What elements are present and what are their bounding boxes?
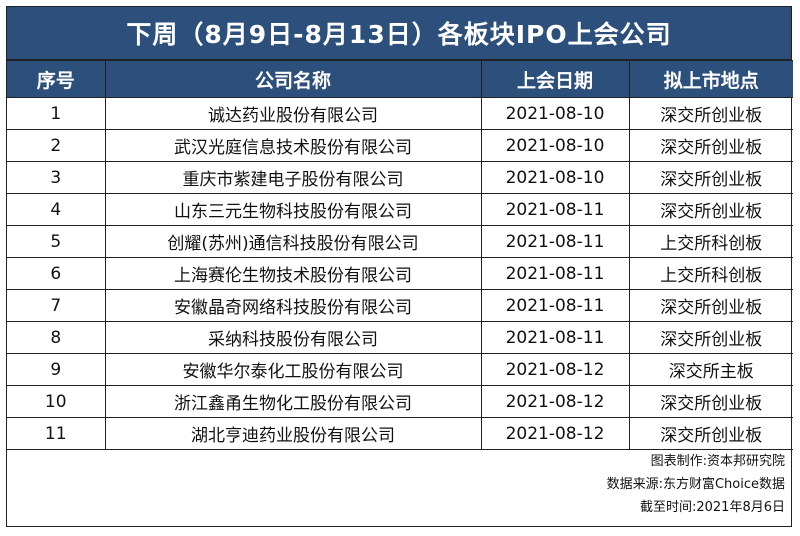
table-row: 9 安徽华尔泰化工股份有限公司 2021-08-12 深交所主板: [7, 353, 793, 386]
cell-market: 深交所创业板: [628, 129, 793, 162]
table-row: 5 创耀(苏州)通信科技股份有限公司 2021-08-11 上交所科创板: [7, 225, 793, 258]
table-row: 8 采纳科技股份有限公司 2021-08-11 深交所创业板: [7, 321, 793, 354]
cell-company: 浙江鑫甬生物化工股份有限公司: [104, 385, 482, 418]
column-header-market: 拟上市地点: [628, 60, 793, 98]
cell-date: 2021-08-11: [480, 321, 630, 354]
cell-market: 深交所创业板: [628, 417, 793, 450]
table-row: 3 重庆市紫建电子股份有限公司 2021-08-10 深交所创业板: [7, 161, 793, 194]
cell-company: 安徽华尔泰化工股份有限公司: [104, 353, 482, 386]
cell-index: 8: [7, 321, 106, 354]
table-row: 4 山东三元生物科技股份有限公司 2021-08-11 深交所创业板: [7, 193, 793, 226]
cell-date: 2021-08-12: [480, 385, 630, 418]
footer-cutoff: 截至时间:2021年8月6日: [639, 500, 785, 515]
cell-date: 2021-08-11: [480, 289, 630, 322]
column-header-company: 公司名称: [104, 60, 482, 98]
table-row: 1 诚达药业股份有限公司 2021-08-10 深交所创业板: [7, 97, 793, 130]
cell-date: 2021-08-11: [480, 257, 630, 290]
cell-index: 9: [7, 353, 106, 386]
column-header-index: 序号: [7, 60, 106, 98]
table-row: 11 湖北亨迪药业股份有限公司 2021-08-12 深交所创业板: [7, 417, 793, 450]
table-footer: 图表制作:资本邦研究院 数据来源:东方财富Choice数据 截至时间:2021年…: [7, 450, 791, 519]
cell-index: 7: [7, 289, 106, 322]
cell-market: 上交所科创板: [628, 257, 793, 290]
ipo-table: 序号 公司名称 上会日期 拟上市地点 1 诚达药业股份有限公司 2021-08-10…: [7, 60, 793, 450]
cell-company: 采纳科技股份有限公司: [104, 321, 482, 354]
cell-market: 深交所主板: [628, 353, 793, 386]
ipo-table-card: 下周（8月9日-8月13日）各板块IPO上会公司 序号 公司名称 上会日期 拟上…: [6, 6, 793, 527]
header-row: 序号 公司名称 上会日期 拟上市地点: [7, 60, 793, 98]
cell-market: 深交所创业板: [628, 97, 793, 130]
cell-date: 2021-08-10: [480, 97, 630, 130]
cell-company: 安徽晶奇网络科技股份有限公司: [104, 289, 482, 322]
cell-index: 4: [7, 193, 106, 226]
table-title: 下周（8月9日-8月13日）各板块IPO上会公司: [7, 7, 791, 60]
table-row: 2 武汉光庭信息技术股份有限公司 2021-08-10 深交所创业板: [7, 129, 793, 162]
table-row: 10 浙江鑫甬生物化工股份有限公司 2021-08-12 深交所创业板: [7, 385, 793, 418]
cell-company: 上海赛伦生物技术股份有限公司: [104, 257, 482, 290]
cell-company: 重庆市紫建电子股份有限公司: [104, 161, 482, 194]
cell-index: 5: [7, 225, 106, 258]
cell-market: 上交所科创板: [628, 225, 793, 258]
cell-market: 深交所创业板: [628, 289, 793, 322]
cell-company: 湖北亨迪药业股份有限公司: [104, 417, 482, 450]
cell-date: 2021-08-10: [480, 129, 630, 162]
cell-market: 深交所创业板: [628, 193, 793, 226]
column-header-date: 上会日期: [480, 60, 630, 98]
cell-company: 山东三元生物科技股份有限公司: [104, 193, 482, 226]
cell-index: 10: [7, 385, 106, 418]
cell-date: 2021-08-12: [480, 417, 630, 450]
cell-index: 11: [7, 417, 106, 450]
cell-index: 3: [7, 161, 106, 194]
footer-source: 数据来源:东方财富Choice数据: [606, 477, 785, 492]
cell-index: 2: [7, 129, 106, 162]
cell-market: 深交所创业板: [628, 161, 793, 194]
cell-company: 诚达药业股份有限公司: [104, 97, 482, 130]
cell-date: 2021-08-11: [480, 225, 630, 258]
cell-date: 2021-08-12: [480, 353, 630, 386]
footer-maker: 图表制作:资本邦研究院: [650, 454, 785, 469]
cell-date: 2021-08-11: [480, 193, 630, 226]
cell-index: 1: [7, 97, 106, 130]
cell-market: 深交所创业板: [628, 321, 793, 354]
cell-company: 创耀(苏州)通信科技股份有限公司: [104, 225, 482, 258]
cell-date: 2021-08-10: [480, 161, 630, 194]
cell-company: 武汉光庭信息技术股份有限公司: [104, 129, 482, 162]
table-row: 6 上海赛伦生物技术股份有限公司 2021-08-11 上交所科创板: [7, 257, 793, 290]
cell-index: 6: [7, 257, 106, 290]
table-row: 7 安徽晶奇网络科技股份有限公司 2021-08-11 深交所创业板: [7, 289, 793, 322]
cell-market: 深交所创业板: [628, 385, 793, 418]
